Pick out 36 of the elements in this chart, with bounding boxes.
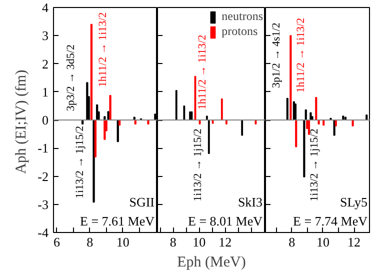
y-tick-label: 1 bbox=[42, 84, 48, 100]
x-tick-label: 12 bbox=[348, 234, 361, 250]
y-tick-label: 3 bbox=[42, 28, 48, 44]
annotation: 1i13/2 → 1j15/2 bbox=[192, 128, 204, 202]
annotation: E = 7.61 MeV bbox=[80, 214, 156, 228]
annotation: SGII bbox=[129, 194, 155, 210]
y-tick-label: -3 bbox=[38, 196, 49, 212]
annotation: SkI3 bbox=[238, 194, 263, 210]
y-tick-label: 2 bbox=[42, 56, 48, 72]
annotation: SLy5 bbox=[340, 194, 368, 210]
x-tick-label: 12 bbox=[218, 234, 232, 250]
y-tick-label: 0 bbox=[42, 112, 48, 128]
annotation: 1i13/2 → 1j15/2 bbox=[74, 126, 86, 199]
x-tick-label: 8 bbox=[86, 234, 94, 250]
y-tick-label: -4 bbox=[38, 225, 49, 240]
annotation: 1h11/2 → 1i13/2 bbox=[295, 18, 308, 93]
x-tick-label: 8 bbox=[288, 234, 296, 250]
y-tick-label: 4 bbox=[42, 0, 49, 15]
annotation: 3p3/2 → 3d5/2 bbox=[64, 44, 77, 112]
annotation: 1h11/2 → 1i13/2 bbox=[196, 34, 208, 110]
x-tick-label: 10 bbox=[316, 234, 330, 250]
x-tick-label: 8 bbox=[170, 234, 176, 250]
y-axis-title: Aph (EI;IV) (fm) bbox=[14, 70, 30, 174]
x-tick-label: 10 bbox=[192, 234, 206, 250]
x-axis-title: Eph (MeV) bbox=[177, 254, 246, 270]
legend-label: protons bbox=[222, 24, 258, 39]
y-tick-label: -1 bbox=[38, 140, 49, 156]
x-tick-label: 6 bbox=[54, 234, 61, 250]
annotation: 1h11/2 → 1i13/2 bbox=[97, 12, 110, 88]
legend-label: neutrons bbox=[222, 9, 263, 24]
x-tick-label: 10 bbox=[116, 234, 130, 250]
annotation: 1i13/2 → 1j15/2 bbox=[308, 128, 320, 202]
annotation: E = 7.74 MeV bbox=[293, 214, 368, 228]
annotation: E = 8.01 MeV bbox=[188, 214, 264, 228]
annotation: 3p1/2 → 4s1/2 bbox=[270, 22, 282, 88]
y-tick-label: -2 bbox=[38, 168, 49, 184]
